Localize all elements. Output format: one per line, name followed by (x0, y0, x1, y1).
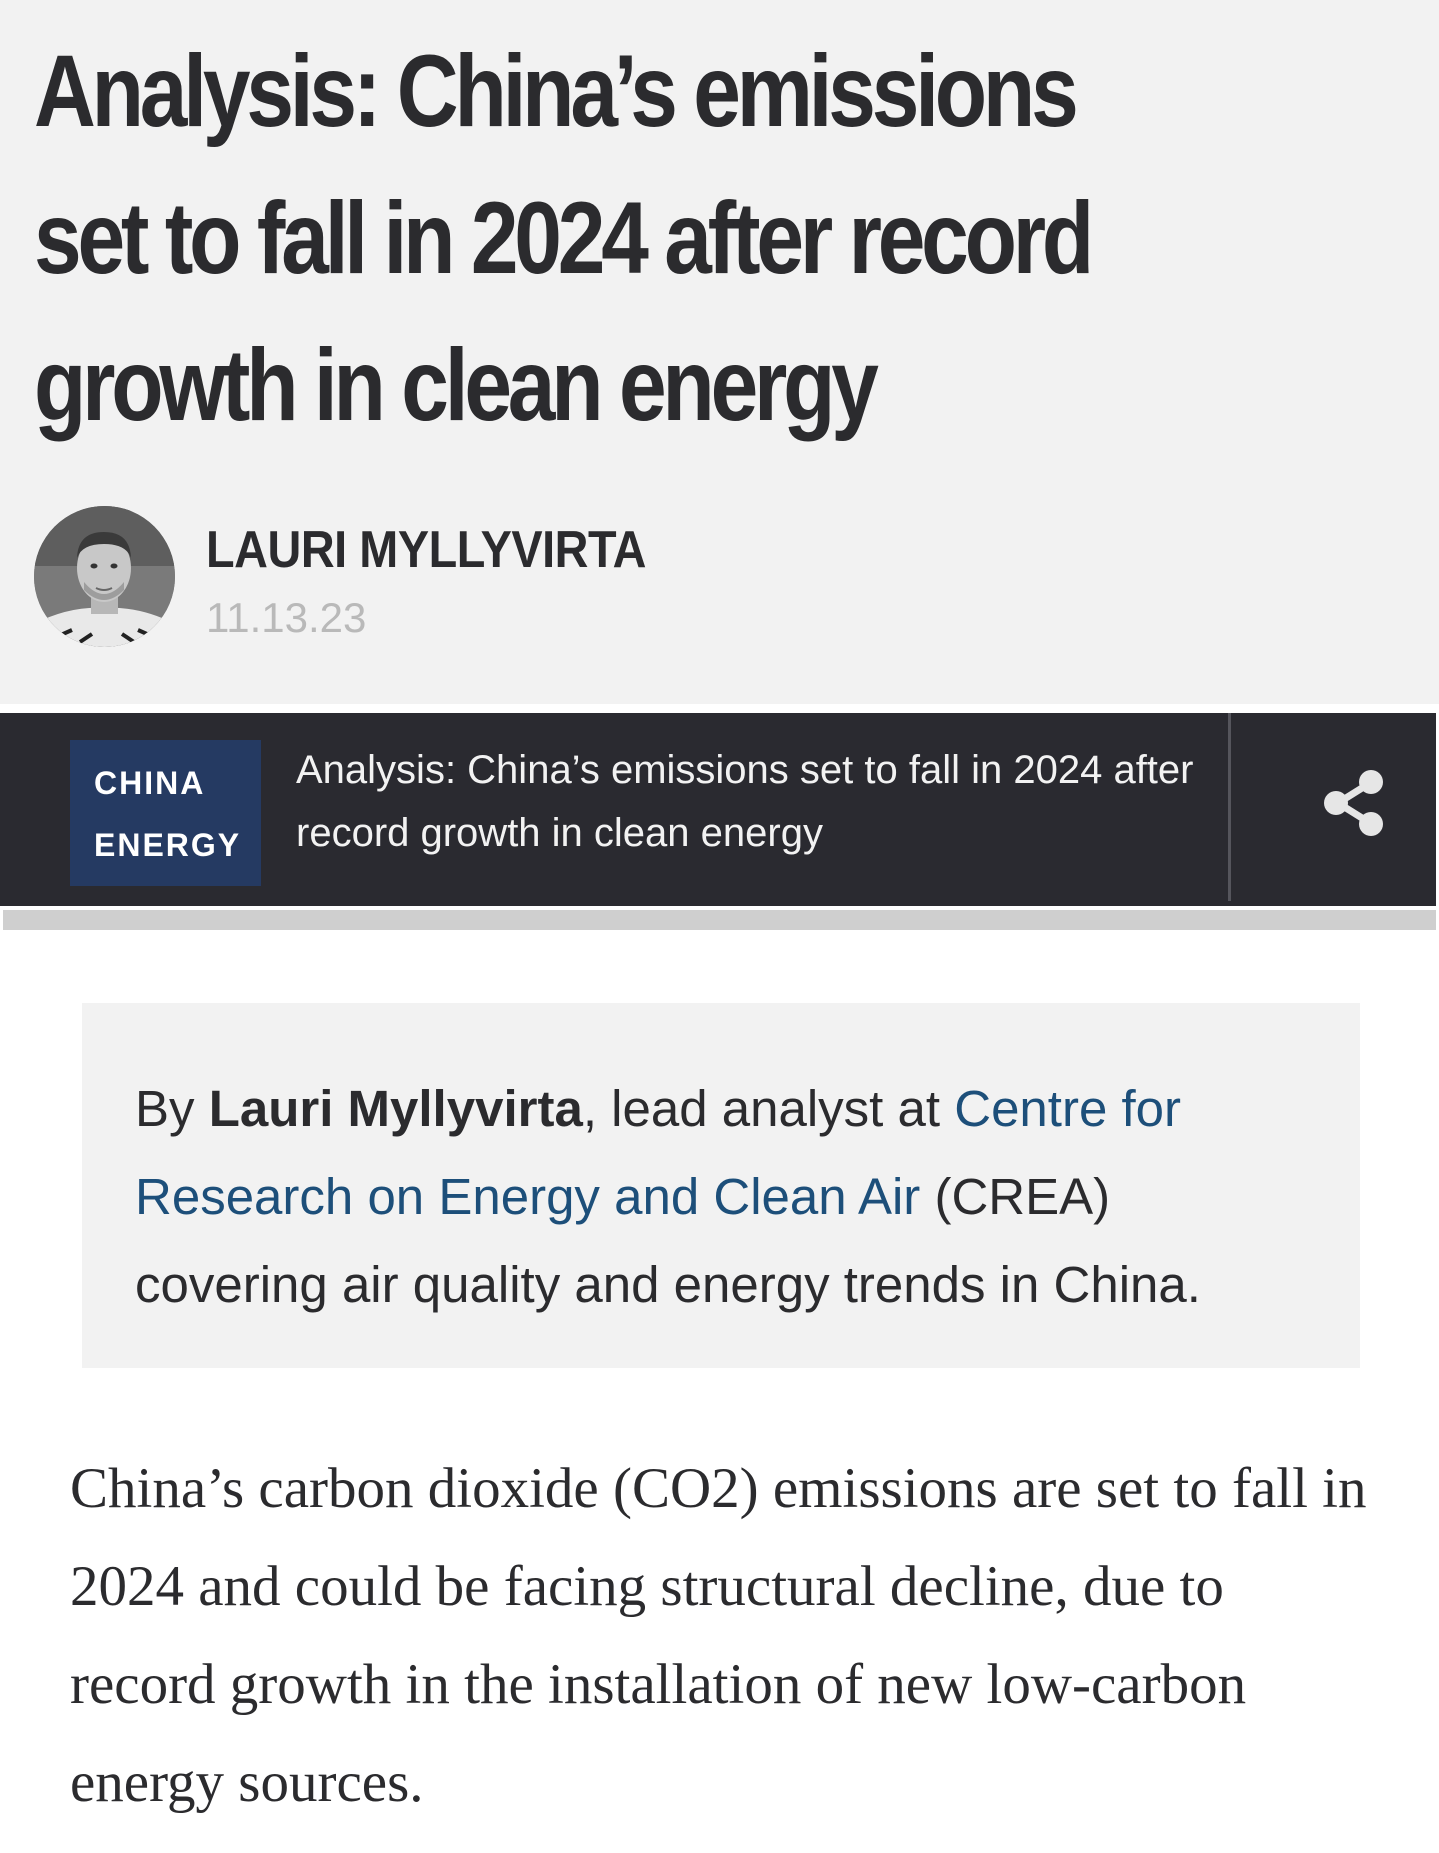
author-avatar[interactable] (34, 506, 175, 647)
byline-role: , lead analyst at (582, 1080, 955, 1137)
byline-text: By Lauri Myllyvirta, lead analyst at Cen… (135, 1065, 1315, 1329)
sticky-article-bar: CHINA ENERGY Analysis: China’s emissions… (0, 713, 1436, 906)
sticky-article-title: Analysis: China’s emissions set to fall … (296, 748, 1194, 855)
crea-link[interactable]: Centre for Research on Energy and Clean … (135, 1080, 1181, 1225)
author-photo (34, 506, 175, 647)
byline-author: Lauri Myllyvirta (208, 1080, 583, 1137)
article-headline: Analysis: China’s emissions set to fall … (34, 34, 1094, 442)
article-header: Analysis: China’s emissions set to fall … (0, 0, 1439, 704)
byline-prefix: By (135, 1080, 209, 1137)
article-paragraph: China’s carbon dioxide (CO2) emissions a… (70, 1457, 1367, 1814)
category-label-line2: ENERGY (94, 827, 242, 863)
nav-divider (1228, 713, 1231, 901)
share-icon (1324, 770, 1383, 836)
author-byline-box: By Lauri Myllyvirta, lead analyst at Cen… (82, 1003, 1360, 1368)
share-button[interactable] (1290, 743, 1410, 863)
category-label-line1: CHINA (94, 765, 206, 801)
category-badge[interactable]: CHINA ENERGY (70, 740, 261, 886)
header-divider (0, 704, 1439, 713)
author-name[interactable]: LAURI MYLLYVIRTA (206, 521, 647, 579)
publish-date: 11.13.23 (206, 594, 367, 641)
byline-suffix: covering air quality and energy trends i… (135, 1256, 1201, 1313)
reading-progress-bar (3, 910, 1436, 930)
byline-org-abbr: (CREA) (920, 1168, 1111, 1225)
